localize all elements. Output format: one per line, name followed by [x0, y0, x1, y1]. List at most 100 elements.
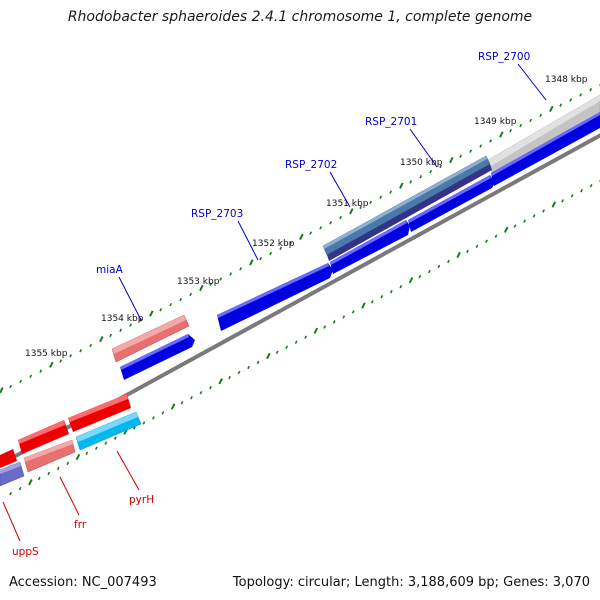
outer-tick [369, 200, 373, 205]
inner-tick [503, 226, 509, 233]
outer-tick [269, 251, 273, 256]
outer-tick-marks [0, 83, 600, 394]
outer-tick [19, 379, 23, 384]
inner-tick [475, 244, 479, 248]
outer-tick [9, 384, 13, 389]
cds-uppS[interactable] [0, 449, 17, 468]
kbp-label: 1350 kbp [400, 158, 443, 168]
scale-labels: 1348 kbp 1349 kbp 1350 kbp 1351 kbp 1352 kbp… [25, 75, 588, 359]
outer-tick [69, 354, 73, 358]
label-leader-line [517, 63, 547, 101]
inner-tick [408, 277, 414, 284]
outer-tick [379, 195, 383, 199]
inner-tick [37, 476, 41, 481]
cds-rsp2700[interactable] [491, 112, 600, 186]
inner-tick [161, 411, 165, 415]
inner-tick [209, 385, 212, 390]
inner-tick [104, 441, 108, 445]
outer-tick [559, 103, 563, 107]
inner-tick [275, 350, 279, 355]
outer-tick [349, 208, 354, 215]
inner-tick [532, 214, 536, 218]
inner-tick [247, 365, 250, 370]
label-leader-line [409, 128, 438, 168]
inner-tick [418, 274, 422, 279]
outer-tick [109, 333, 113, 338]
outer-tick [479, 144, 483, 148]
inner-tick [570, 194, 574, 198]
cds-rsp2702[interactable] [330, 220, 410, 274]
outer-tick [589, 88, 593, 92]
gene-label[interactable]: RSP_2700 [478, 51, 530, 63]
gene-label[interactable]: RSP_2703 [191, 208, 243, 220]
gene-label[interactable]: RSP_2701 [365, 116, 417, 128]
outer-tick [29, 374, 33, 379]
inner-tick [580, 189, 584, 193]
inner-tick [218, 378, 223, 385]
outer-tick [409, 180, 413, 184]
kbp-label: 1351 kbp [326, 199, 369, 209]
inner-tick [466, 249, 469, 254]
inner-tick [94, 446, 98, 450]
gene-label[interactable]: frr [74, 519, 87, 531]
outer-tick [119, 328, 123, 332]
outer-tick [59, 359, 63, 363]
outer-tick [529, 118, 533, 123]
inner-tick [427, 269, 431, 274]
inner-tick [47, 471, 51, 476]
inner-tick [180, 401, 184, 405]
outer-tick [39, 369, 43, 373]
outer-tick [199, 284, 204, 292]
gene-label[interactable]: RSP_2702 [285, 159, 337, 171]
inner-tick [56, 466, 60, 471]
gene-label[interactable]: uppS [12, 546, 39, 558]
feature-dark-band[interactable] [327, 164, 492, 261]
gene-label[interactable]: pyrH [129, 494, 154, 506]
inner-tick [589, 183, 593, 188]
outer-tick [569, 98, 573, 102]
cds-track-plus [120, 112, 600, 380]
inner-tick [85, 451, 89, 455]
inner-tick [132, 426, 136, 430]
outer-tick [219, 277, 223, 281]
outer-tick [519, 123, 523, 128]
inner-tick [447, 259, 450, 264]
inner-tick [380, 295, 384, 299]
kbp-label: 1354 kbp [101, 314, 144, 324]
outer-tick [459, 154, 463, 158]
inner-tick [370, 300, 374, 304]
gene-labels: RSP_2700 RSP_2701 RSP_2702 RSP_2703 miaA pyrH… [2, 51, 547, 558]
gene-label[interactable]: miaA [96, 264, 124, 276]
inner-tick [342, 315, 346, 319]
outer-tick [329, 221, 333, 225]
inner-tick [561, 199, 565, 203]
inner-tick [437, 264, 441, 269]
kbp-label: 1352 kbp [252, 239, 295, 249]
inner-tick [542, 209, 545, 213]
inner-tick [523, 219, 526, 223]
cds-track-minus [0, 394, 131, 468]
outer-tick [539, 113, 543, 118]
kbp-label: 1355 kbp [25, 349, 68, 359]
cds-rsp2701[interactable] [408, 175, 495, 232]
outer-tick [239, 267, 243, 271]
cds-miaA[interactable] [120, 334, 195, 380]
outer-tick [319, 226, 323, 230]
outer-tick [449, 156, 454, 164]
outer-tick [399, 182, 404, 189]
label-leader-line [59, 476, 80, 516]
cds-rsp2703[interactable] [217, 263, 333, 331]
outer-tick [279, 246, 283, 251]
label-leader-line [118, 276, 142, 321]
outer-tick [79, 349, 83, 353]
inner-tick [313, 327, 319, 334]
outer-tick [0, 387, 4, 394]
inner-tick [75, 453, 81, 461]
inner-tick [285, 345, 289, 349]
outer-tick [549, 105, 554, 113]
label-leader-line [2, 501, 21, 542]
outer-tick [129, 323, 133, 327]
inner-tick [66, 461, 70, 466]
outer-tick [259, 256, 263, 261]
